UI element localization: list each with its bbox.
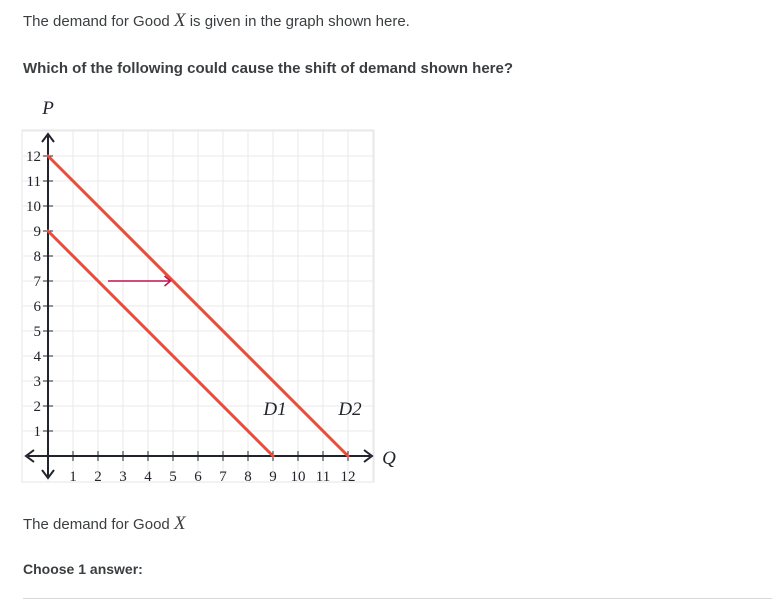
x-tick-label: 10	[291, 469, 306, 485]
x-tick-label: 7	[219, 469, 227, 485]
good-variable: X	[173, 10, 186, 31]
y-axis-arrow-down	[41, 469, 55, 480]
x-tick-label: 3	[119, 469, 127, 485]
x-tick-label: 9	[269, 469, 277, 485]
y-tick-label: 10	[26, 199, 41, 215]
x-axis-label: Q	[382, 448, 396, 469]
x-tick-label: 8	[244, 469, 252, 485]
x-tick-label: 2	[94, 469, 102, 485]
series-label-d1: D1	[262, 399, 286, 420]
y-tick-label: 1	[34, 424, 42, 440]
y-tick-label: 11	[27, 174, 41, 190]
x-tick-label: 6	[194, 469, 202, 485]
x-tick-label: 11	[316, 469, 330, 485]
y-tick-label: 4	[34, 349, 42, 365]
series-line-d1	[46, 229, 275, 458]
demand-curves: D1 D2	[46, 154, 362, 458]
intro-before: The demand for Good	[23, 13, 174, 30]
y-tick-label: 8	[34, 249, 42, 265]
x-tick-label: 12	[341, 469, 356, 485]
y-tick-label: 6	[34, 299, 42, 315]
y-tick-label: 9	[34, 224, 42, 240]
x-axis-arrow-right	[363, 449, 374, 463]
y-tick-label: 2	[34, 399, 42, 415]
choose-answer-label: Choose 1 answer:	[23, 561, 143, 577]
intro-text: The demand for Good X is given in the gr…	[23, 10, 410, 32]
y-tick-label: 3	[34, 374, 42, 390]
x-tick-label: 5	[169, 469, 177, 485]
graph-caption: The demand for Good X	[23, 513, 186, 535]
y-tick-label: 5	[34, 324, 42, 340]
y-tick-label: 12	[26, 149, 41, 165]
caption-variable: X	[173, 513, 186, 534]
series-label-d2: D2	[337, 399, 362, 420]
x-tick-label: 1	[69, 469, 77, 485]
y-axis-arrow-up	[41, 132, 55, 143]
x-axis-arrow-left	[24, 449, 35, 463]
y-axis-label: P	[41, 98, 54, 119]
divider	[23, 598, 772, 599]
series-line-d2	[46, 154, 350, 458]
shift-annotation	[108, 275, 172, 287]
x-tick-label: 4	[144, 469, 152, 485]
intro-after: is given in the graph shown here.	[185, 13, 410, 30]
question-text: Which of the following could cause the s…	[23, 60, 514, 77]
shift-arrow-head	[164, 275, 172, 287]
y-tick-label: 7	[34, 274, 42, 290]
caption-text: The demand for Good	[23, 516, 174, 533]
